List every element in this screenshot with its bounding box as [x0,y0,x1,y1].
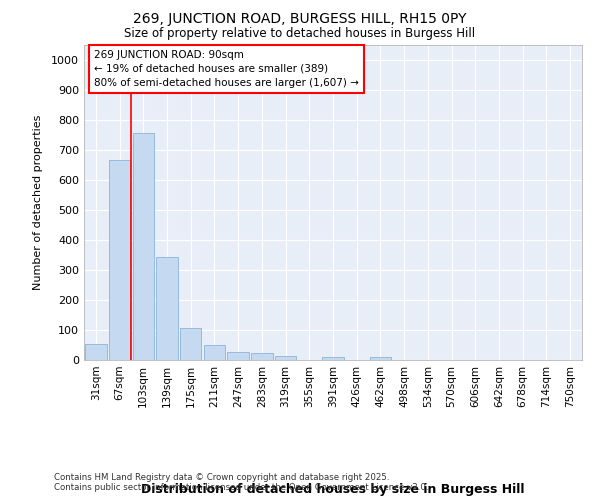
Bar [275,356,296,360]
Y-axis label: Number of detached properties: Number of detached properties [33,115,43,290]
Bar [204,345,225,360]
Bar [157,256,178,360]
Text: Size of property relative to detached houses in Burgess Hill: Size of property relative to detached ho… [124,28,476,40]
Bar [370,357,391,360]
Text: Contains HM Land Registry data © Crown copyright and database right 2025.
Contai: Contains HM Land Registry data © Crown c… [54,473,428,492]
Bar [180,328,202,360]
X-axis label: Distribution of detached houses by size in Burgess Hill: Distribution of detached houses by size … [141,484,525,496]
Bar [251,354,272,360]
Bar [322,357,344,360]
Bar [133,132,154,360]
Bar [227,352,249,360]
Bar [109,160,130,360]
Bar [85,344,107,360]
Text: 269, JUNCTION ROAD, BURGESS HILL, RH15 0PY: 269, JUNCTION ROAD, BURGESS HILL, RH15 0… [133,12,467,26]
Text: 269 JUNCTION ROAD: 90sqm
← 19% of detached houses are smaller (389)
80% of semi-: 269 JUNCTION ROAD: 90sqm ← 19% of detach… [94,50,359,88]
